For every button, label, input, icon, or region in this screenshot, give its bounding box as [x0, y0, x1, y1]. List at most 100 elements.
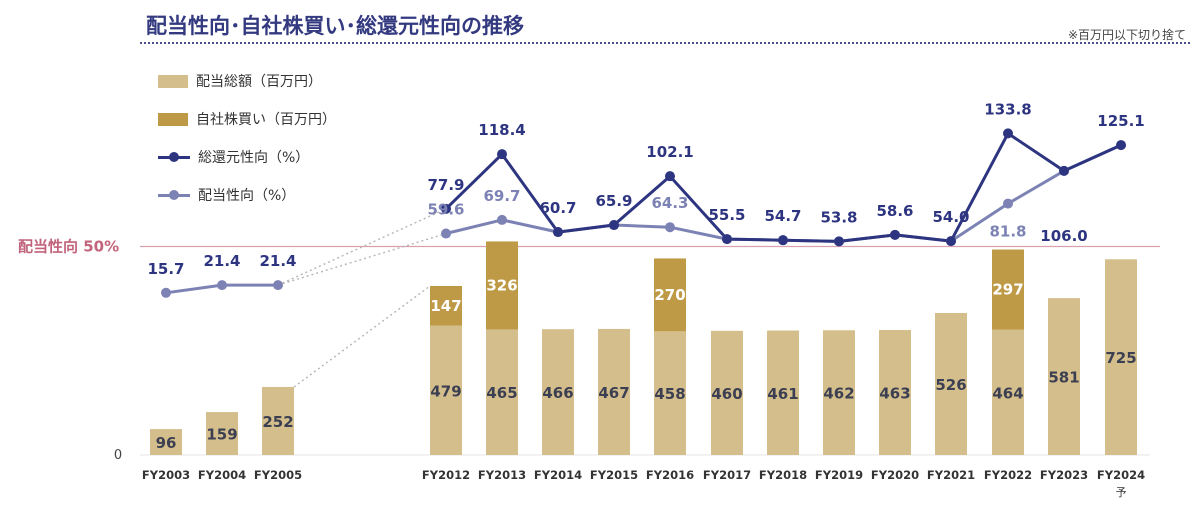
x-tick-label-fy2024: FY2024 — [1097, 468, 1145, 482]
bar-dividend-fy2020 — [879, 329, 911, 455]
legend-item-payout-ratio: 配当性向（%） — [158, 176, 336, 214]
point-payout-fy2016 — [665, 222, 675, 233]
x-tick-label-fy2021: FY2021 — [927, 468, 975, 482]
bar-label-buyback-fy2016: 270 — [654, 286, 685, 304]
bar-label-buyback-fy2022: 297 — [992, 281, 1023, 299]
x-tick-label-fy2004: FY2004 — [198, 468, 246, 482]
bar-dividend-fy2015 — [598, 328, 630, 455]
bar-label-dividend-fy2016: 458 — [654, 385, 685, 403]
label-total-fy2019: 53.8 — [820, 208, 857, 226]
point-total-fy2022 — [1003, 128, 1013, 139]
bar-label-dividend-fy2017: 460 — [711, 385, 742, 403]
legend-label-total-return-ratio: 総還元性向（%） — [198, 150, 310, 166]
bar-buyback-fy2016 — [654, 258, 686, 332]
x-tick-label-fy2020: FY2020 — [871, 468, 919, 482]
bar-dividend-fy2016 — [654, 331, 686, 455]
bar-label-dividend-fy2021: 526 — [935, 376, 966, 394]
x-tick-label-fy2017: FY2017 — [703, 468, 751, 482]
label-payout-fy2005: 21.4 — [259, 252, 296, 270]
bar-dividend-fy2019 — [823, 330, 855, 455]
x-tick-label-fy2015: FY2015 — [590, 468, 638, 482]
legend-label-dividend-total: 配当総額（百万円） — [196, 74, 322, 90]
legend-item-dividend-total: 配当総額（百万円） — [158, 62, 336, 100]
connector-payout-gap — [277, 232, 447, 286]
bar-dividend-fy2014 — [542, 329, 574, 455]
bar-label-dividend-fy2015: 467 — [598, 384, 629, 402]
point-total-fy2023 — [1059, 165, 1069, 176]
unit-note: ※百万円以下切り捨て — [1067, 28, 1186, 42]
x-tick-label-fy2005: FY2005 — [254, 468, 302, 482]
bar-label-dividend-fy2024: 725 — [1105, 349, 1136, 367]
x-tick-label-fy2023: FY2023 — [1040, 468, 1088, 482]
bar-label-dividend-fy2004: 159 — [206, 426, 237, 444]
point-total-fy2016 — [665, 171, 675, 182]
point-payout-fy2005 — [273, 280, 283, 291]
label-total-fy2023: 106.0 — [1040, 227, 1087, 245]
legend-swatch-dividend-total — [158, 74, 188, 88]
legend-item-total-return-ratio: 総還元性向（%） — [158, 138, 336, 176]
label-payout-fy2003: 15.7 — [147, 260, 184, 278]
x-tick-label-fy2019: FY2019 — [815, 468, 863, 482]
bar-dividend-fy2018 — [767, 330, 799, 455]
bar-label-dividend-fy2003: 96 — [156, 434, 177, 452]
bar-label-buyback-fy2013: 326 — [486, 276, 517, 294]
legend-label-payout-ratio: 配当性向（%） — [198, 188, 296, 204]
bar-label-dividend-fy2019: 462 — [823, 385, 854, 403]
y-axis-zero-label: 0 — [114, 448, 122, 463]
bar-dividend-fy2013 — [486, 329, 518, 455]
bar-dividend-fy2021 — [935, 312, 967, 455]
point-payout-fy2013 — [497, 214, 507, 225]
legend-swatch-payout-ratio — [158, 188, 190, 202]
bar-dividend-fy2023 — [1048, 298, 1080, 455]
bar-label-buyback-fy2012: 147 — [430, 297, 461, 315]
label-total-fy2014: 60.7 — [539, 199, 576, 217]
bar-label-dividend-fy2005: 252 — [262, 413, 293, 431]
point-payout-fy2012 — [441, 228, 451, 239]
bar-buyback-fy2022 — [992, 249, 1024, 330]
point-total-fy2020 — [890, 229, 900, 240]
label-total-fy2020: 58.6 — [876, 202, 913, 220]
label-payout-fy2013: 69.7 — [483, 187, 520, 205]
point-total-fy2021 — [946, 236, 956, 247]
legend-swatch-total-return-ratio — [158, 150, 190, 164]
label-payout-fy2012: 59.6 — [427, 201, 464, 219]
bar-buyback-fy2012 — [430, 285, 462, 326]
connector-bar-gap — [293, 285, 431, 388]
bar-buyback-fy2013 — [486, 241, 518, 330]
point-total-fy2024 — [1116, 140, 1126, 151]
bar-dividend-fy2005 — [262, 386, 294, 455]
bar-label-dividend-fy2022: 464 — [992, 384, 1023, 402]
legend-label-buyback: 自社株買い（百万円） — [196, 112, 336, 128]
bar-label-dividend-fy2023: 581 — [1048, 369, 1079, 387]
point-total-fy2014 — [553, 227, 563, 238]
label-total-fy2016: 102.1 — [646, 143, 693, 161]
x-tick-label-fy2018: FY2018 — [759, 468, 807, 482]
reference-line-label: 配当性向 50% — [18, 238, 119, 256]
x-tick-label-fy2016: FY2016 — [646, 468, 694, 482]
legend-swatch-buyback — [158, 112, 188, 126]
x-tick-label-fy2012: FY2012 — [422, 468, 470, 482]
label-payout-fy2022: 81.8 — [989, 223, 1026, 241]
bar-label-dividend-fy2014: 466 — [542, 384, 573, 402]
point-payout-fy2003 — [161, 287, 171, 298]
title-divider — [140, 42, 1190, 44]
point-payout-fy2004 — [217, 280, 227, 291]
point-total-fy2019 — [834, 236, 844, 247]
bar-label-dividend-fy2018: 461 — [767, 385, 798, 403]
legend-item-buyback: 自社株買い（百万円） — [158, 100, 336, 138]
x-tick-label-fy2013: FY2013 — [478, 468, 526, 482]
label-total-fy2018: 54.7 — [764, 207, 801, 225]
label-total-fy2021: 54.0 — [932, 208, 969, 226]
bar-dividend-fy2022 — [992, 329, 1024, 455]
bar-label-dividend-fy2020: 463 — [879, 384, 910, 402]
bar-dividend-fy2017 — [711, 330, 743, 455]
label-total-fy2015: 65.9 — [595, 192, 632, 210]
label-payout-fy2016: 64.3 — [651, 194, 688, 212]
point-total-fy2013 — [497, 149, 507, 160]
x-tick-label-fy2022: FY2022 — [984, 468, 1032, 482]
bar-dividend-fy2024 — [1105, 259, 1137, 455]
legend: 配当総額（百万円） 自社株買い（百万円） 総還元性向（%） 配当性向（%） — [158, 62, 336, 214]
bar-label-dividend-fy2012: 479 — [430, 382, 461, 400]
label-total-fy2013: 118.4 — [478, 121, 525, 139]
label-total-fy2012: 77.9 — [427, 176, 464, 194]
